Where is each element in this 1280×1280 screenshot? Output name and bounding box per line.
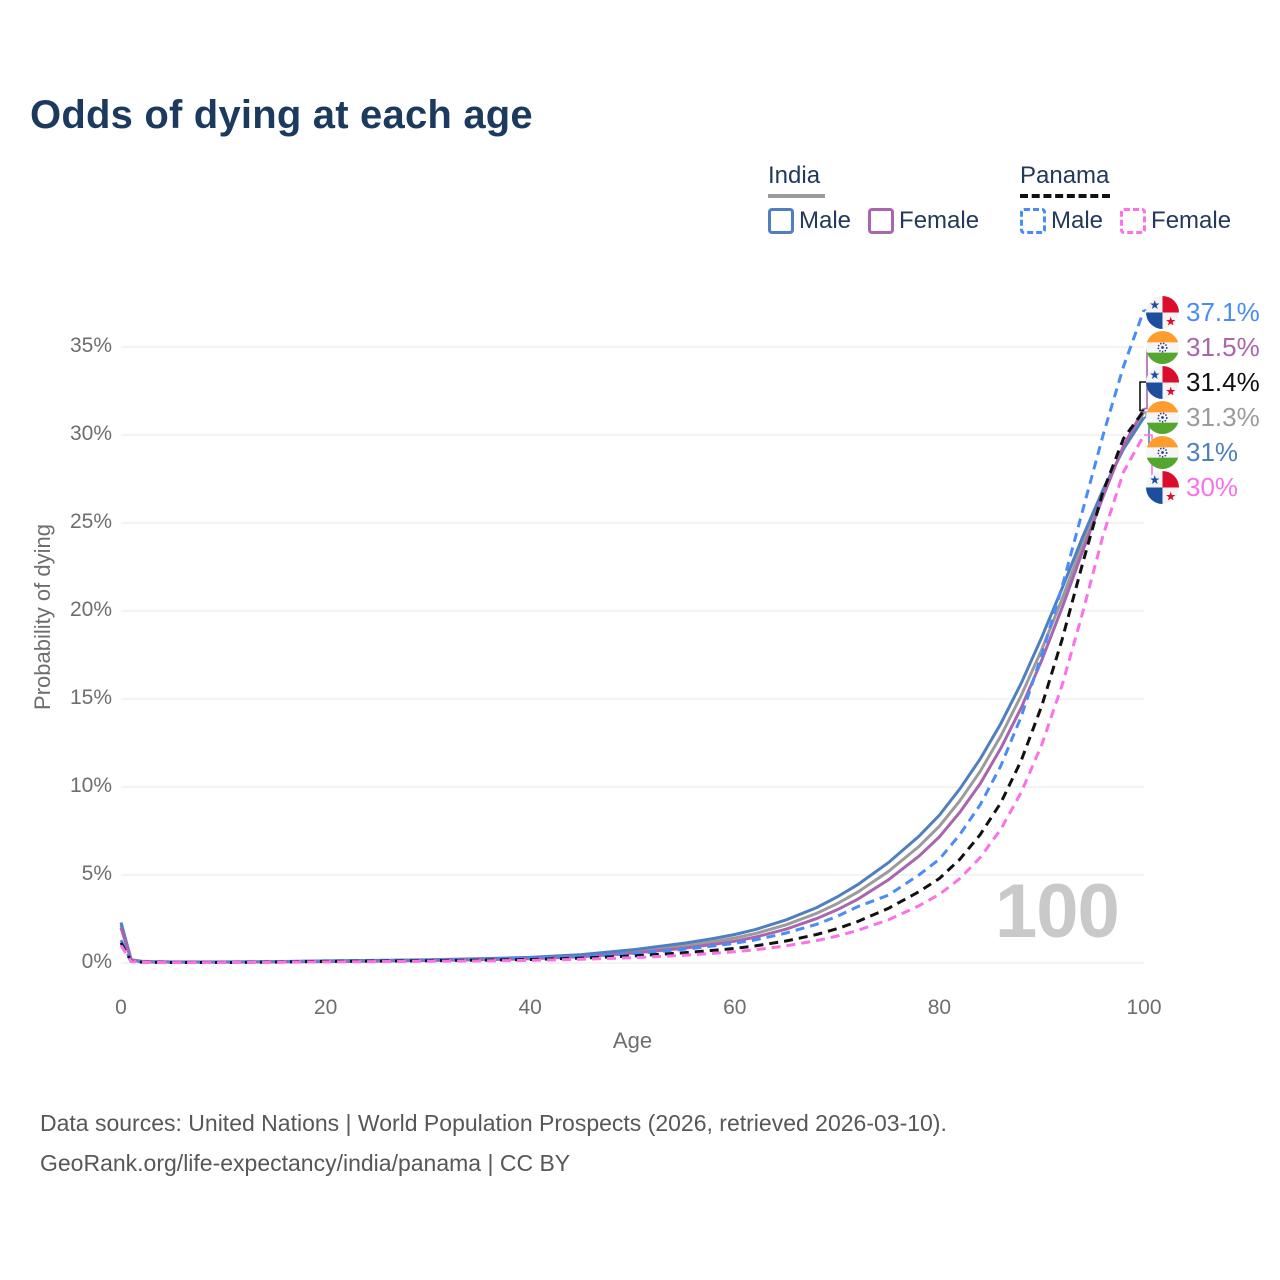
page-title: Odds of dying at each age <box>30 93 533 137</box>
panama-flag-icon <box>1146 295 1179 329</box>
y-tick-10%: 10% <box>69 774 112 797</box>
series-line-india-male[interactable] <box>119 416 1146 964</box>
legend-group-panama: Panama Male Female <box>1020 162 1248 235</box>
end-label-india-both: 31.3% <box>1146 400 1260 434</box>
end-label-panama-female: 30% <box>1146 470 1238 504</box>
end-label-value: 31.4% <box>1186 366 1260 397</box>
y-tick-30%: 30% <box>69 422 112 445</box>
end-label-value: 31.5% <box>1186 331 1260 362</box>
y-tick-15%: 15% <box>69 686 112 709</box>
y-tick-35%: 35% <box>69 334 112 357</box>
end-label-value: 31.3% <box>1186 401 1260 432</box>
legend-india-female-label: Female <box>899 207 980 234</box>
legend-india-title: India <box>768 162 821 189</box>
legend-panama-female-checkbox[interactable] <box>1120 208 1147 234</box>
age-watermark: 100 <box>995 869 1120 954</box>
x-tick-100: 100 <box>1126 996 1162 1019</box>
legend-panama-female-label: Female <box>1151 207 1232 234</box>
legend-panama-male-label: Male <box>1051 207 1104 234</box>
india-flag-icon <box>1146 330 1179 364</box>
x-tick-20: 20 <box>313 996 338 1019</box>
series-line-india-female[interactable] <box>119 407 1146 964</box>
end-label-india-female: 31.5% <box>1146 330 1260 364</box>
india-flag-icon <box>1146 400 1179 434</box>
end-label-panama-both: 31.4% <box>1146 365 1260 399</box>
x-tick-0: 0 <box>115 996 127 1019</box>
y-tick-20%: 20% <box>69 598 112 621</box>
panama-flag-icon <box>1146 365 1179 399</box>
series-line-panama-male[interactable] <box>119 309 1146 964</box>
legend-panama-title: Panama <box>1020 162 1110 189</box>
end-label-value: 30% <box>1186 471 1239 502</box>
footer-attribution: GeoRank.org/life-expectancy/india/panama… <box>40 1150 571 1176</box>
x-tick-80: 80 <box>927 996 952 1019</box>
footer-data-sources: Data sources: United Nations | World Pop… <box>40 1110 947 1136</box>
legend-india-underline-swatch <box>768 194 825 198</box>
x-tick-60: 60 <box>723 996 747 1019</box>
panama-flag-icon <box>1146 470 1179 504</box>
series-line-panama-both[interactable] <box>119 409 1146 964</box>
legend-india-male-label: Male <box>799 207 852 234</box>
india-flag-icon <box>1146 435 1179 469</box>
end-label-india-male: 31% <box>1146 435 1238 469</box>
legend-group-india: India Male Female <box>768 162 996 235</box>
end-label-value: 31% <box>1186 436 1239 467</box>
x-tick-40: 40 <box>518 996 542 1019</box>
x-axis-title: Age <box>612 1028 653 1053</box>
y-tick-0%: 0% <box>81 950 112 973</box>
end-label-panama-male: 37.1% <box>1146 295 1260 329</box>
y-tick-5%: 5% <box>81 862 112 885</box>
legend-panama-underline-swatch <box>1020 194 1110 198</box>
end-label-value: 37.1% <box>1186 296 1260 327</box>
y-tick-25%: 25% <box>69 510 112 533</box>
legend-india-female-checkbox[interactable] <box>868 208 895 234</box>
legend-india-male-checkbox[interactable] <box>768 208 794 234</box>
leader-line-panama-female <box>1144 434 1153 487</box>
legend-panama-male-checkbox[interactable] <box>1020 208 1046 234</box>
series-line-india-both[interactable] <box>119 411 1146 964</box>
